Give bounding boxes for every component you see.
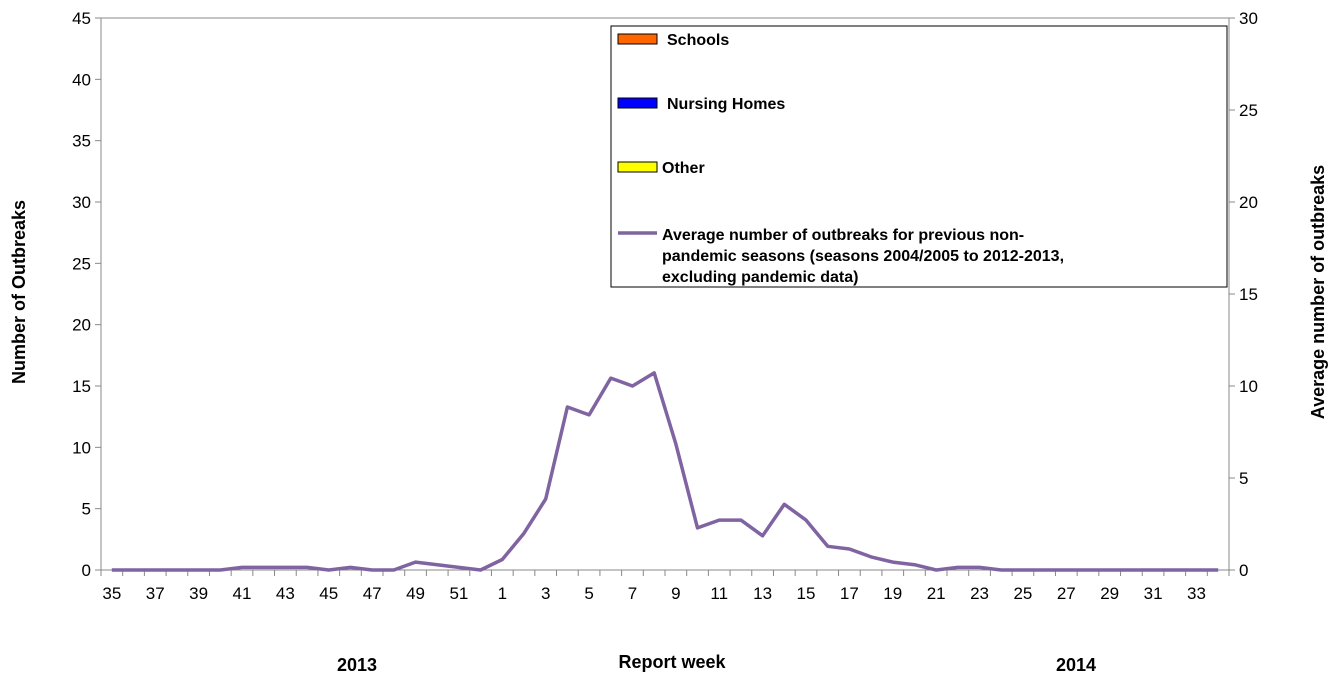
y-axis-title: Number of Outbreaks [9,200,29,384]
legend-label-average-line-3: excluding pandemic data) [662,269,858,286]
y-tick-label: 20 [72,316,91,335]
x-tick-label: 47 [363,584,382,603]
x-tick-label: 27 [1057,584,1076,603]
x-tick-label: 33 [1187,584,1206,603]
year-label-2013: 2013 [337,655,377,675]
x-tick-label: 45 [319,584,338,603]
y2-tick-label: 15 [1239,285,1258,304]
x-tick-label: 5 [584,584,593,603]
x-tick-label: 25 [1013,584,1032,603]
series-layer [111,371,1219,572]
y2-tick-label: 30 [1239,9,1258,28]
y2-tick-label: 20 [1239,193,1258,212]
y-tick-label: 0 [82,561,91,580]
y2-tick-label: 10 [1239,377,1258,396]
x-tick-label: 1 [498,584,507,603]
x-axis-title: Report week [618,652,726,672]
x-tick-label: 19 [883,584,902,603]
x-tick-label: 37 [146,584,165,603]
legend-box [610,25,1228,288]
x-tick-label: 51 [449,584,468,603]
y-tick-label: 40 [72,70,91,89]
x-tick-label: 35 [102,584,121,603]
y2-axis-title: Average number of outbreaks [1308,165,1328,419]
legend-label-average-line-1: Average number of outbreaks for previous… [662,227,1024,244]
legend: Schools Nursing Homes Other Average numb… [610,25,1228,288]
year-label-2014: 2014 [1056,655,1096,675]
legend-swatch-schools [617,33,658,45]
y-tick-label: 30 [72,193,91,212]
legend-swatch-nursing-homes [617,97,658,109]
series-line-average [111,371,1219,572]
legend-label-average: Average number of outbreaks for previous… [662,227,1068,286]
y-tick-label: 5 [82,500,91,519]
y-tick-label: 15 [72,377,91,396]
y-tick-label: 45 [72,9,91,28]
y2-tick-label: 5 [1239,469,1248,488]
x-tick-label: 31 [1144,584,1163,603]
x-tick-label: 29 [1100,584,1119,603]
legend-label-nursing-homes: Nursing Homes [667,96,785,113]
legend-swatch-other [617,161,658,173]
x-tick-label: 17 [840,584,859,603]
legend-label-average-line-2: pandemic seasons (seasons 2004/2005 to 2… [662,248,1064,265]
x-tick-label: 3 [541,584,550,603]
x-tick-label: 11 [710,584,728,603]
y-tick-label: 35 [72,132,91,151]
x-tick-label: 13 [753,584,772,603]
x-tick-label: 23 [970,584,989,603]
x-tick-label: 21 [927,584,946,603]
y-tick-label: 25 [72,254,91,273]
legend-label-other: Other [662,160,705,177]
x-tick-label: 39 [189,584,208,603]
legend-label-schools: Schools [667,32,729,49]
x-tick-label: 41 [233,584,252,603]
y2-tick-label: 0 [1239,561,1248,580]
x-tick-label: 43 [276,584,295,603]
y2-tick-label: 25 [1239,101,1258,120]
x-tick-label: 49 [406,584,425,603]
y-tick-label: 10 [72,438,91,457]
x-tick-label: 7 [628,584,637,603]
x-tick-label: 9 [671,584,680,603]
x-tick-label: 15 [797,584,816,603]
